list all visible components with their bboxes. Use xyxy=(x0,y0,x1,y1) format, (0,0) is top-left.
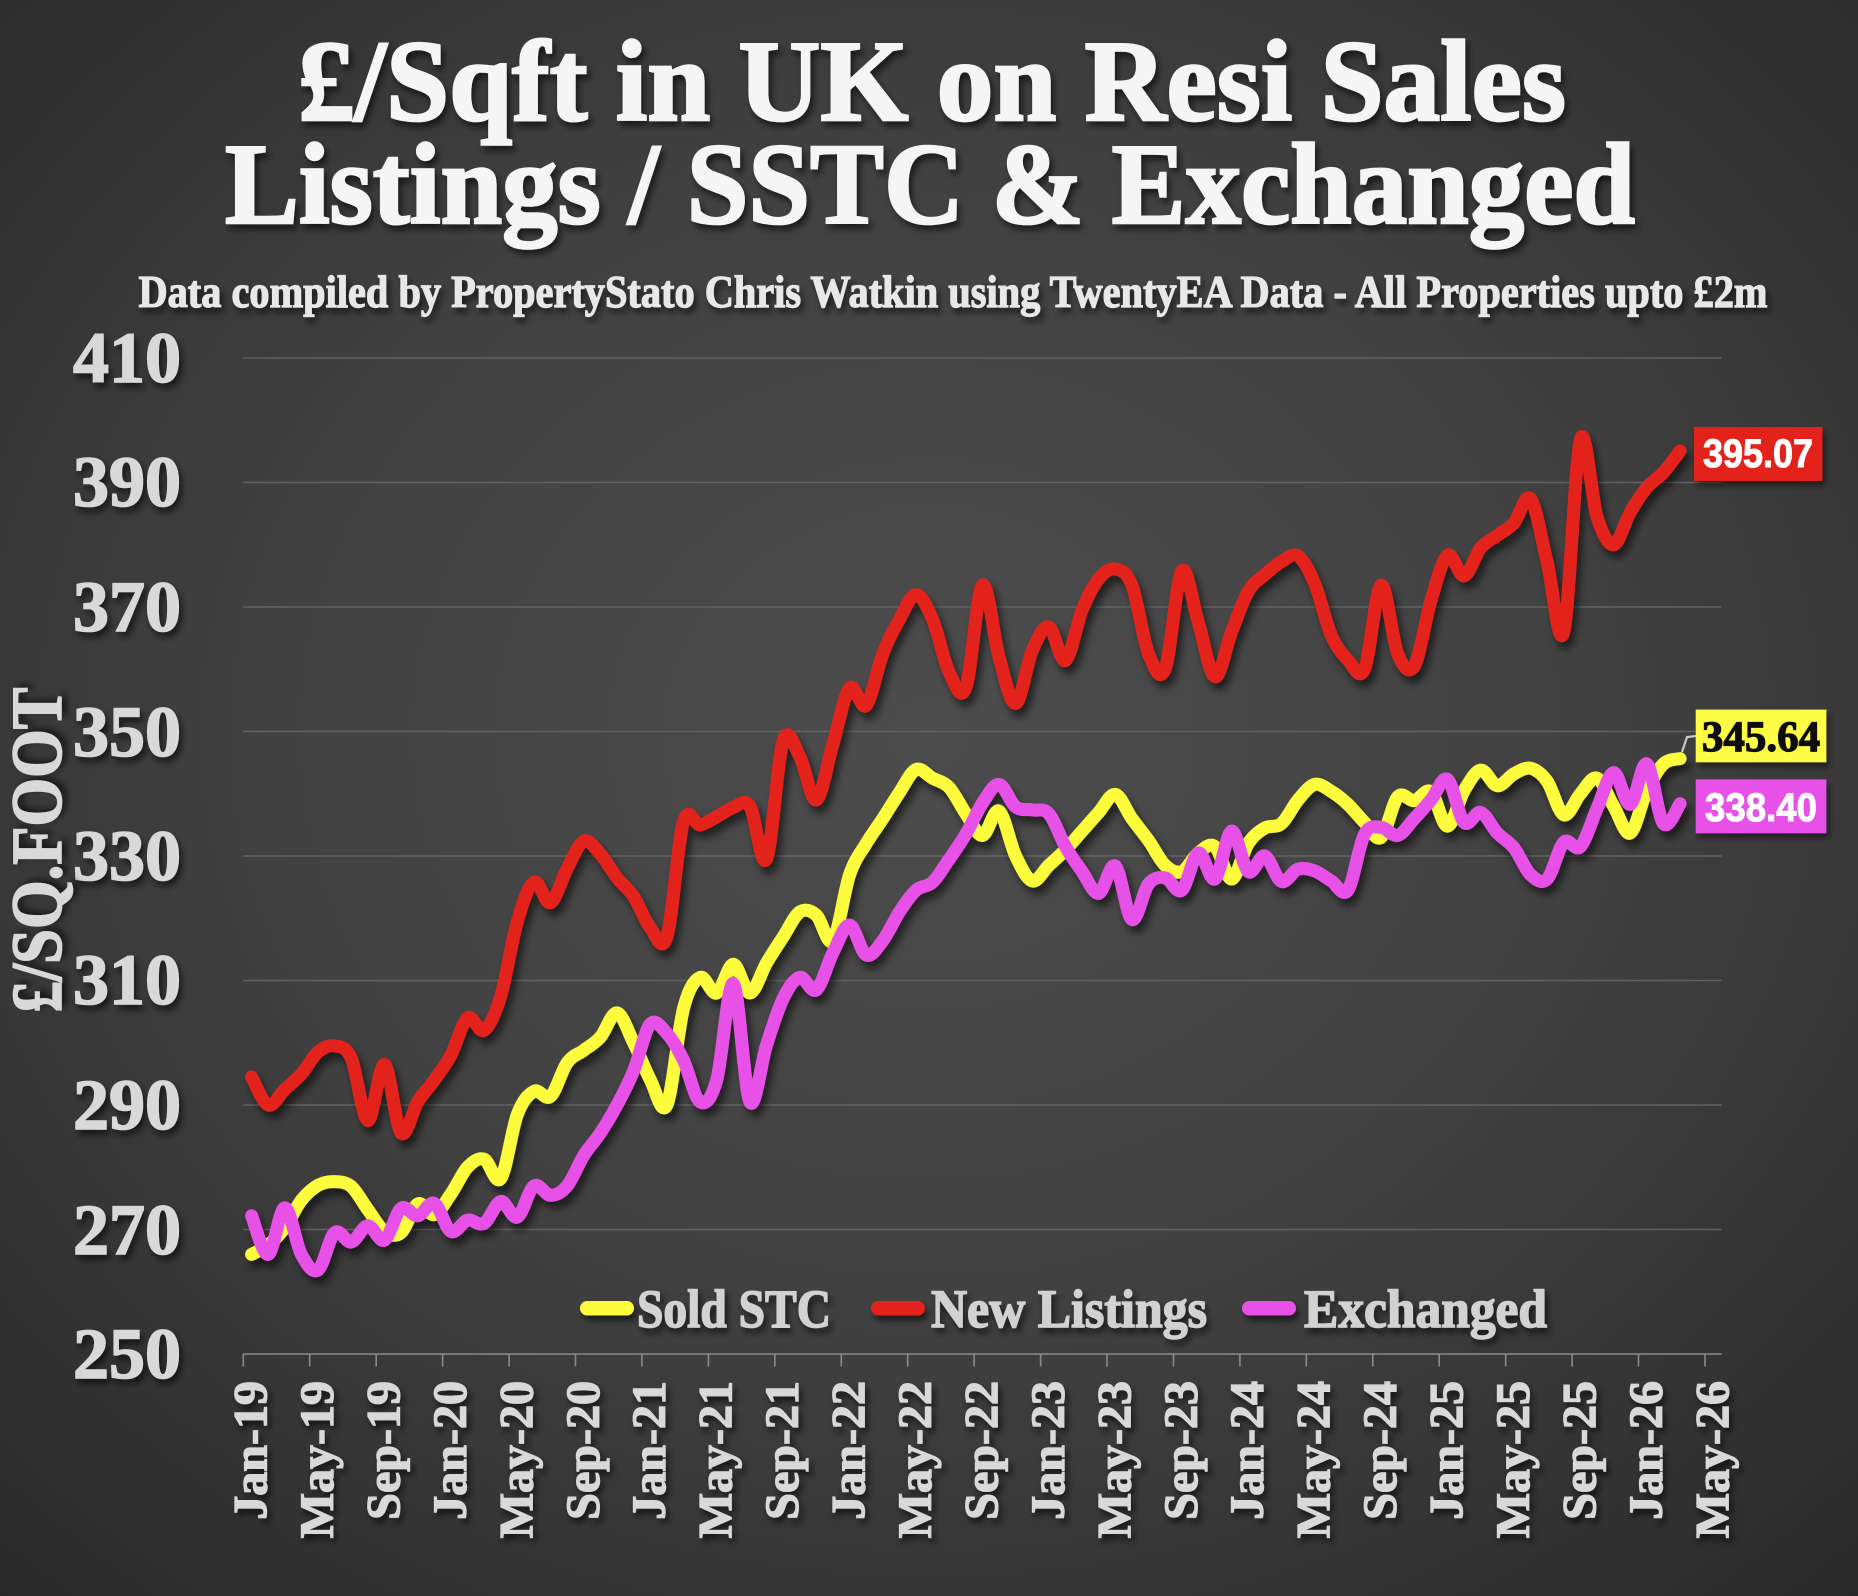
svg-text:£/SQ.FOOT: £/SQ.FOOT xyxy=(0,688,77,1013)
svg-text:310: 310 xyxy=(73,940,181,1020)
svg-text:May-21: May-21 xyxy=(690,1381,743,1538)
svg-text:410: 410 xyxy=(73,318,181,398)
svg-text:Jan-23: Jan-23 xyxy=(1022,1381,1075,1520)
svg-text:May-23: May-23 xyxy=(1088,1381,1141,1538)
svg-text:338.40: 338.40 xyxy=(1705,786,1817,830)
svg-text:Listings / SSTC & Exchanged: Listings / SSTC & Exchanged xyxy=(225,121,1635,249)
svg-text:Jan-21: Jan-21 xyxy=(623,1381,676,1520)
svg-text:350: 350 xyxy=(73,692,181,772)
svg-text:May-22: May-22 xyxy=(889,1381,942,1538)
svg-text:May-19: May-19 xyxy=(291,1381,344,1538)
svg-text:Sep-24: Sep-24 xyxy=(1354,1381,1407,1520)
svg-text:May-26: May-26 xyxy=(1686,1381,1739,1538)
svg-text:May-25: May-25 xyxy=(1487,1381,1540,1538)
svg-text:270: 270 xyxy=(73,1190,181,1270)
svg-text:Sep-20: Sep-20 xyxy=(557,1381,610,1520)
svg-text:Jan-19: Jan-19 xyxy=(225,1381,278,1520)
svg-text:395.07: 395.07 xyxy=(1703,432,1813,476)
svg-text:May-20: May-20 xyxy=(490,1381,543,1538)
svg-text:Jan-25: Jan-25 xyxy=(1421,1381,1474,1520)
svg-text:Sep-19: Sep-19 xyxy=(358,1381,411,1520)
svg-text:Jan-20: Jan-20 xyxy=(424,1381,477,1520)
svg-text:Sep-22: Sep-22 xyxy=(955,1381,1008,1520)
svg-text:Exchanged: Exchanged xyxy=(1304,1279,1547,1339)
svg-text:Jan-24: Jan-24 xyxy=(1221,1381,1274,1520)
svg-text:Data compiled by PropertyStato: Data compiled by PropertyStato Chris Wat… xyxy=(139,267,1768,317)
svg-text:Sold STC: Sold STC xyxy=(637,1279,831,1339)
svg-text:£/Sqft in UK on Resi Sales: £/Sqft in UK on Resi Sales xyxy=(298,18,1566,146)
svg-text:Sep-21: Sep-21 xyxy=(756,1381,809,1520)
svg-text:Sep-23: Sep-23 xyxy=(1155,1381,1208,1520)
svg-text:Sep-25: Sep-25 xyxy=(1553,1381,1606,1520)
svg-text:370: 370 xyxy=(73,567,181,647)
svg-text:330: 330 xyxy=(73,816,181,896)
svg-text:New Listings: New Listings xyxy=(931,1279,1207,1339)
svg-text:390: 390 xyxy=(73,442,181,522)
svg-text:250: 250 xyxy=(73,1314,181,1394)
svg-text:345.64: 345.64 xyxy=(1702,714,1820,761)
svg-text:290: 290 xyxy=(73,1065,181,1145)
svg-text:May-24: May-24 xyxy=(1288,1381,1341,1538)
svg-text:Jan-26: Jan-26 xyxy=(1620,1381,1673,1520)
svg-text:Jan-22: Jan-22 xyxy=(823,1381,876,1520)
